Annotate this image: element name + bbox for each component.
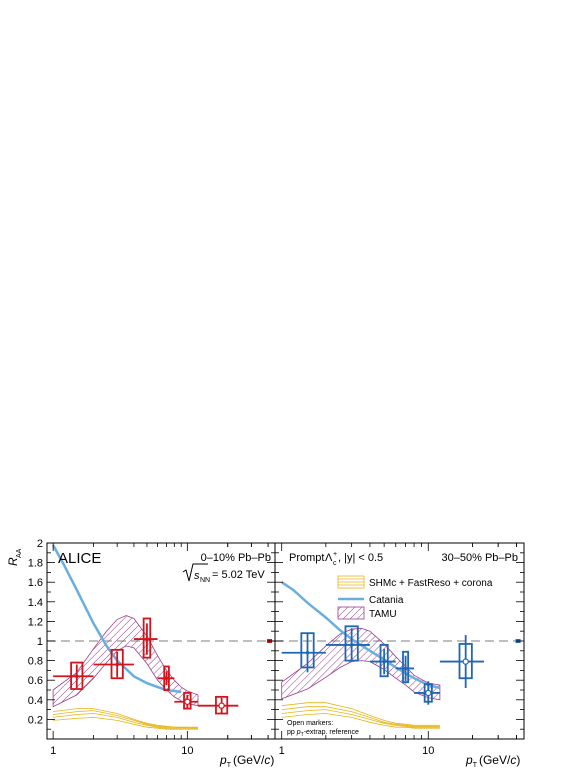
right-open-marker-4: [425, 689, 432, 697]
right-data-point-0: [281, 632, 326, 673]
left-marker-0: [74, 674, 79, 679]
right-catania-curve: [281, 581, 441, 690]
right-data-point-5: [439, 635, 484, 689]
particle-sub: c: [333, 560, 337, 567]
right-marker-1: [349, 643, 354, 647]
right-syst-box-2: [379, 644, 389, 678]
right-title-prefix: Prompt: [289, 552, 324, 564]
right-marker-2: [382, 659, 386, 664]
footnote-pp: pp: [287, 729, 297, 736]
sqrt-var: s: [194, 570, 200, 582]
right-data-point-2: [369, 644, 396, 678]
left-x-tick-label-1: 10: [181, 745, 193, 757]
x-axis-title-left: pT (GeV/c): [219, 753, 274, 769]
left-data-point-0: [53, 661, 94, 690]
sqrt-sub: NN: [200, 577, 210, 584]
left-shm-curve-2: [53, 713, 198, 729]
legend-label-catania: Catania: [369, 595, 404, 606]
right-x-tick-label-1: 10: [422, 745, 434, 757]
right-marker-0: [305, 650, 310, 655]
left-y-tick-label-4: 1: [37, 636, 43, 648]
right-marker-3: [403, 666, 408, 671]
left-data-point-1: [93, 648, 134, 680]
left-y-tick-label-6: 1.4: [28, 597, 43, 609]
particle-symbol: Λ: [325, 552, 333, 564]
right-tamu-band: [281, 627, 441, 701]
right-x-tick-label-0: 1: [279, 745, 285, 757]
x-title-left-tail: (GeV/: [233, 753, 265, 767]
left-data-point-3: [157, 665, 175, 691]
left-marker-1: [115, 662, 119, 667]
left-x-tick-label-0: 1: [50, 745, 56, 757]
left-y-tick-label-5: 1.2: [28, 616, 43, 628]
footnote-line1: Open markers:: [287, 720, 333, 727]
left-data-point-5: [197, 695, 239, 715]
x-title-right-var: p: [465, 753, 473, 767]
right-panel: 1 10: [274, 542, 525, 757]
legend-swatch-tamu: [337, 606, 365, 620]
left-y-tick-label-1: 0.4: [28, 695, 43, 707]
y-axis-title-sub: AA: [16, 548, 23, 558]
x-title-left-sub: T: [227, 762, 232, 769]
left-centrality-label: 0–10% Pb–Pb: [201, 552, 271, 564]
right-shm-curve-1: [281, 706, 440, 727]
legend: SHMc + FastReso + corona Catania TAMU: [337, 575, 493, 620]
right-data-point-4: [414, 681, 440, 705]
legend-swatch-shm: [337, 575, 365, 589]
left-syst-box-2: [142, 617, 152, 659]
footnote-line2: pp pT-extrap. reference: [287, 729, 359, 738]
left-y-tick-label-8: 1.8: [28, 558, 43, 570]
left-panel: 1 10 0.2 0.4 0.6 0.8 1 1.2 1.4 1.6 1.8 2: [28, 538, 276, 757]
right-shm-curve-0: [281, 702, 440, 726]
energy-label: = 5.02 TeV: [212, 569, 265, 581]
left-y-tick-label-3: 0.8: [28, 656, 43, 668]
left-shm-curve-1: [53, 710, 198, 729]
x-title-right-unit: c: [510, 753, 516, 767]
left-open-marker-5: [218, 702, 225, 709]
left-marker-3: [164, 676, 169, 681]
x-title-left-var: p: [219, 753, 227, 767]
left-data-point-2: [133, 617, 158, 659]
x-title-right-sub: T: [473, 762, 478, 769]
footnote-p: p: [296, 729, 301, 736]
right-open-marker-5: [462, 658, 469, 665]
particle-sup: +: [333, 551, 337, 558]
right-centrality-label: 30–50% Pb–Pb: [442, 552, 518, 564]
right-shm-curve-2: [281, 709, 440, 728]
left-open-marker-4: [184, 698, 191, 705]
footnote-rest: -extrap. reference: [304, 729, 359, 736]
left-y-tick-label-9: 2: [37, 538, 43, 550]
rapidity-cut: , |y| < 0.5: [338, 552, 383, 564]
right-syst-box-3: [402, 650, 410, 684]
x-title-left-unit: c: [264, 753, 270, 767]
left-y-tick-label-2: 0.6: [28, 675, 43, 687]
left-tamu-band: [52, 615, 199, 708]
right-data-point-1: [325, 625, 370, 662]
x-title-left-close: ): [270, 753, 274, 767]
right-shm-curve-3: [281, 713, 440, 729]
y-axis-title: R AA: [6, 548, 23, 566]
sqrt-sign: [182, 563, 208, 582]
left-shm-curve-3: [53, 716, 198, 730]
x-title-right-close: ): [516, 753, 520, 767]
footnote-t: T: [301, 732, 304, 738]
left-y-tick-label-0: 0.2: [28, 714, 43, 726]
right-plot-area: [275, 581, 524, 729]
left-plot-area: [47, 544, 275, 730]
y-axis-title-main: R: [6, 557, 20, 566]
legend-label-tamu: TAMU: [369, 609, 397, 620]
x-title-right-tail: (GeV/: [479, 753, 511, 767]
x-axis-title-right: pT (GeV/c): [465, 753, 520, 769]
legend-label-shm: SHMc + FastReso + corona: [369, 578, 493, 589]
left-y-tick-label-7: 1.6: [28, 577, 43, 589]
left-marker-2: [145, 637, 149, 641]
experiment-label: ALICE: [58, 550, 101, 567]
left-data-point-4: [174, 692, 198, 710]
right-data-point-3: [395, 650, 415, 684]
